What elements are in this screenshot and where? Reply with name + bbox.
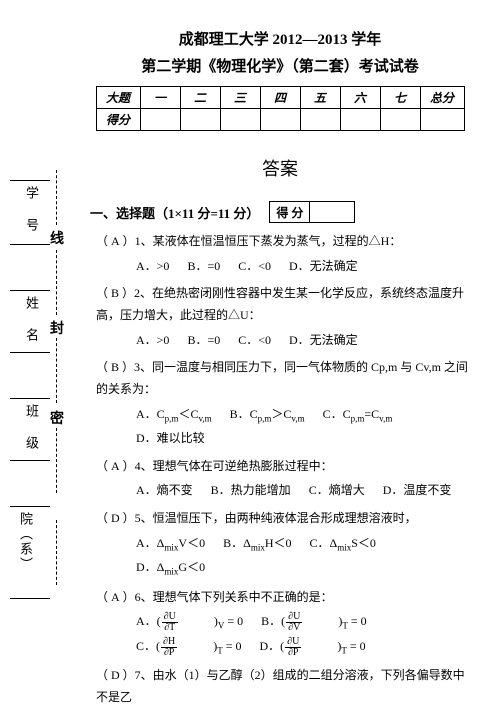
option: A．>0: [136, 255, 169, 278]
option: A．熵不变: [136, 479, 193, 502]
page: 成都理工大学 2012—2013 学年 第二学期《物理化学》（第二套）考试试卷 …: [0, 0, 500, 706]
option: B．=0: [187, 329, 220, 352]
question-options: A．ΔmixV＜0 B．ΔmixH＜0 C．ΔmixS＜0 D．ΔmixG＜0: [136, 532, 470, 581]
question: （ D ）7、由水（1）与乙醇（2）组成的二组分溶液，下列各偏导数中不是乙: [96, 665, 470, 708]
score-head-cell: 三: [220, 87, 260, 109]
question-options: A．Cp,m＜Cv,m B．Cp,m＞Cv,m C．Cp,m=Cv,m D．难以比较: [136, 403, 470, 450]
section-score-label: 得 分: [270, 202, 310, 222]
score-head-cell: 七: [380, 87, 420, 109]
option: A．>0: [136, 329, 169, 352]
title-line-1: 成都理工大学 2012—2013 学年: [90, 28, 470, 49]
section-1-header: 一、选择题（1×11 分=11 分） 得 分: [90, 201, 470, 223]
option: C．Cp,m=Cv,m: [323, 403, 393, 427]
score-table: 大题 一 二 三 四 五 六 七 总分 得分: [96, 86, 465, 131]
option: B．热力能增加: [211, 479, 291, 502]
score-cell: [340, 109, 380, 131]
option: C．(∂H∂P)T = 0: [136, 635, 241, 659]
question: （ A ）4、理想气体在可逆绝热膨胀过程中：: [96, 456, 470, 478]
option: B．(∂U∂V)T = 0: [261, 610, 366, 634]
score-cell: [220, 109, 260, 131]
question-options: A．>0 B．=0 C．<0 D．无法确定: [136, 329, 470, 352]
question: （ B ）2、在绝热密闭刚性容器中发生某一化学反应，系统终态温度升高，压力增大，…: [96, 283, 470, 326]
option: D．难以比较: [136, 427, 205, 450]
option: D．无法确定: [289, 329, 358, 352]
answer-heading: 答案: [90, 155, 470, 181]
question: （ A ）1、某液体在恒温恒压下蒸发为蒸气，过程的△H：: [96, 231, 470, 253]
score-head-cell: 六: [340, 87, 380, 109]
option: B．Cp,m＞Cv,m: [230, 403, 305, 427]
title-line-2: 第二学期《物理化学》（第二套）考试试卷: [90, 55, 470, 76]
option: C．熵增大: [309, 479, 365, 502]
question: （ D ）5、恒温恒压下，由两种纯液体混合形成理想溶液时，: [96, 508, 470, 530]
score-row-label: 得分: [96, 109, 140, 131]
score-cell: [380, 109, 420, 131]
option: A．ΔmixV＜0: [136, 532, 205, 556]
score-head-cell: 大题: [96, 87, 140, 109]
score-head-cell: 总分: [420, 87, 464, 109]
section-1-title: 一、选择题（1×11 分=11 分）: [90, 203, 259, 222]
option: D．温度不变: [383, 479, 452, 502]
option: B．ΔmixH＜0: [223, 532, 291, 556]
question-options: A．(∂U∂T)V = 0 B．(∂U∂V)T = 0 C．(∂H∂P)T = 0 D…: [136, 610, 470, 659]
option: B．=0: [187, 255, 220, 278]
score-value-row: 得分: [96, 109, 464, 131]
score-cell: [260, 109, 300, 131]
question: （ B ）3、同一温度与相同压力下，同一气体物质的 Cp,m 与 Cv,m 之间…: [96, 357, 470, 400]
option: C．<0: [238, 255, 271, 278]
section-score-blank: [310, 202, 354, 222]
score-head-cell: 一: [140, 87, 180, 109]
score-cell: [420, 109, 464, 131]
score-cell: [300, 109, 340, 131]
option: D．(∂U∂P)T = 0: [259, 635, 365, 659]
score-cell: [180, 109, 220, 131]
option: A．Cp,m＜Cv,m: [136, 403, 212, 427]
score-cell: [140, 109, 180, 131]
question-options: A．熵不变 B．热力能增加 C．熵增大 D．温度不变: [136, 479, 470, 502]
option: C．<0: [238, 329, 271, 352]
score-head-cell: 四: [260, 87, 300, 109]
score-head-cell: 五: [300, 87, 340, 109]
question-list: （ A ）1、某液体在恒温恒压下蒸发为蒸气，过程的△H：A．>0B．=0C．<0…: [90, 231, 470, 709]
score-head-cell: 二: [180, 87, 220, 109]
section-score-box: 得 分: [269, 201, 355, 223]
score-header-row: 大题 一 二 三 四 五 六 七 总分: [96, 87, 464, 109]
option: D．无法确定: [289, 255, 358, 278]
option: D．ΔmixG＜0: [136, 556, 205, 580]
option: A．(∂U∂T)V = 0: [136, 610, 243, 634]
question: （ A ）6、理想气体下列关系中不正确的是：: [96, 587, 470, 609]
question-options: A．>0 B．=0 C．<0 D．无法确定: [136, 255, 470, 278]
option: C．ΔmixS＜0: [310, 532, 376, 556]
